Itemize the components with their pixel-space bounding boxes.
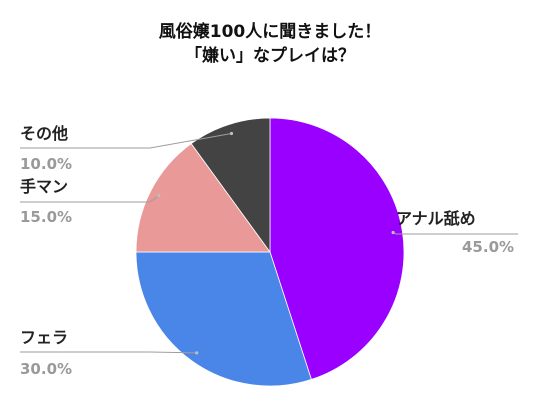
slice-value-label-2: 30.0% <box>20 360 72 378</box>
slice-value-label-4: 10.0% <box>20 155 72 173</box>
pie-slice-1 <box>269 117 405 380</box>
slice-label-4: その他 <box>20 124 68 143</box>
pie-slice-4 <box>190 117 271 254</box>
leader-line-3 <box>20 195 160 203</box>
pie-slice-2 <box>135 251 312 387</box>
chart-title-line-1: 風俗嬢100人に聞きました！ <box>158 22 382 42</box>
slice-label-2: フェラ <box>20 328 68 347</box>
leader-dot-3 <box>157 193 161 198</box>
slice-label-3: 手マン <box>20 177 68 196</box>
slice-value-label-3: 15.0% <box>20 208 72 226</box>
leader-dot-2 <box>195 351 199 355</box>
leader-line-4 <box>20 132 232 149</box>
slice-value-label-1: 45.0% <box>462 238 514 256</box>
leader-dot-4 <box>229 131 234 136</box>
chart-title-line-2: 「嫌い」なプレイは？ <box>185 46 355 66</box>
leader-line-1 <box>392 232 518 235</box>
leader-dot-1 <box>391 230 395 235</box>
pie-slice-3 <box>135 143 271 253</box>
slice-label-1: アナル舐め <box>396 209 476 228</box>
leader-line-2 <box>20 351 197 354</box>
